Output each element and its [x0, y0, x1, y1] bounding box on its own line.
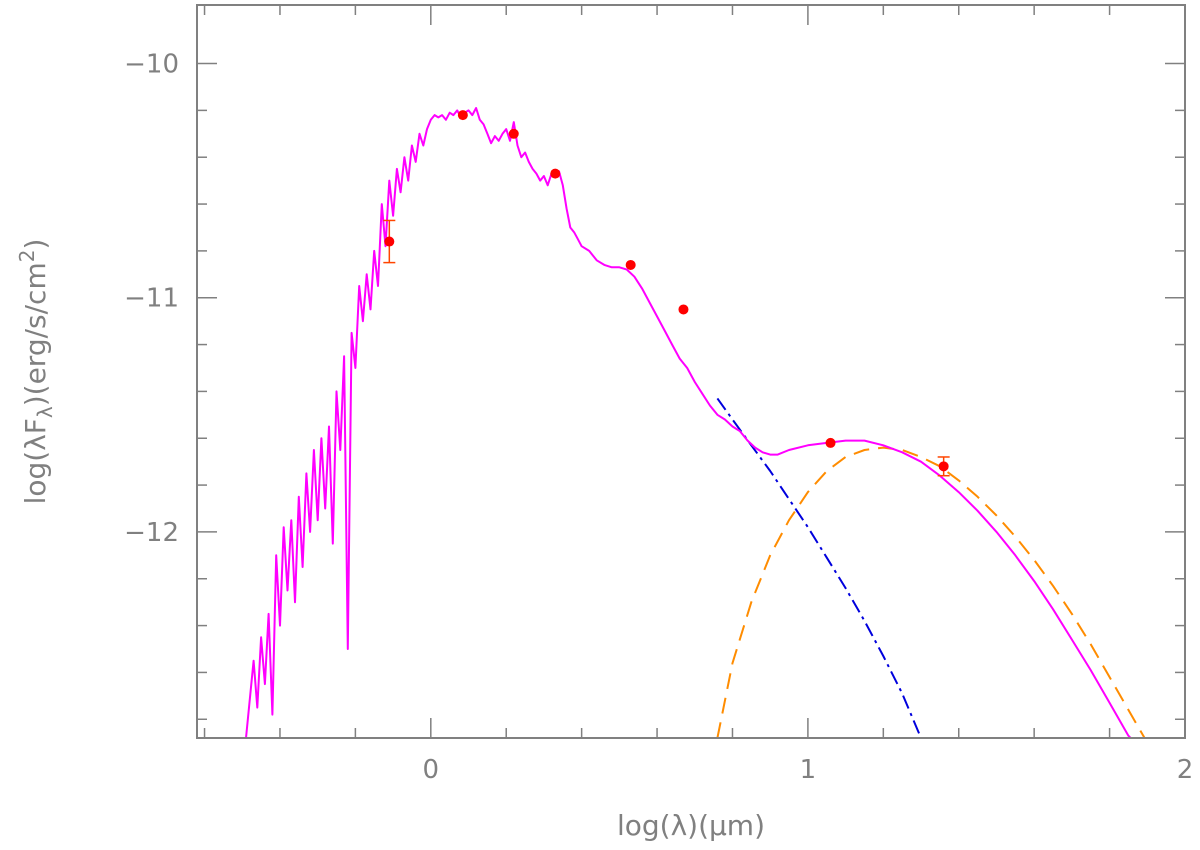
observed-points: [383, 110, 950, 477]
observed-point: [550, 168, 561, 179]
photosphere-curve: [716, 397, 922, 738]
observed-point: [457, 110, 468, 121]
y-tick-label: −10: [124, 50, 179, 80]
observed-point: [625, 259, 636, 270]
x-tick-label: 1: [800, 755, 817, 785]
observed-point: [938, 461, 949, 472]
observed-point: [508, 128, 519, 139]
dust-excess-curve: [716, 446, 1146, 738]
model-curves: [245, 107, 1146, 738]
x-tick-label: 0: [423, 755, 440, 785]
observed-point: [825, 437, 836, 448]
total-model-curve: [245, 107, 1133, 738]
y-tick-label: −11: [124, 284, 179, 314]
observed-point: [678, 304, 689, 315]
plot-frame: [196, 4, 1186, 739]
observed-point: [384, 236, 395, 247]
axis-ticks: [197, 5, 1186, 738]
y-axis-label: log(λFλ)(erg/s/cm2): [15, 239, 57, 505]
x-tick-label: 2: [1177, 755, 1194, 785]
x-axis-label: log(λ)(μm): [617, 809, 765, 842]
y-tick-label: −12: [124, 518, 179, 548]
tick-labels: 0 1 2 −10 −11 −12: [124, 50, 1193, 785]
